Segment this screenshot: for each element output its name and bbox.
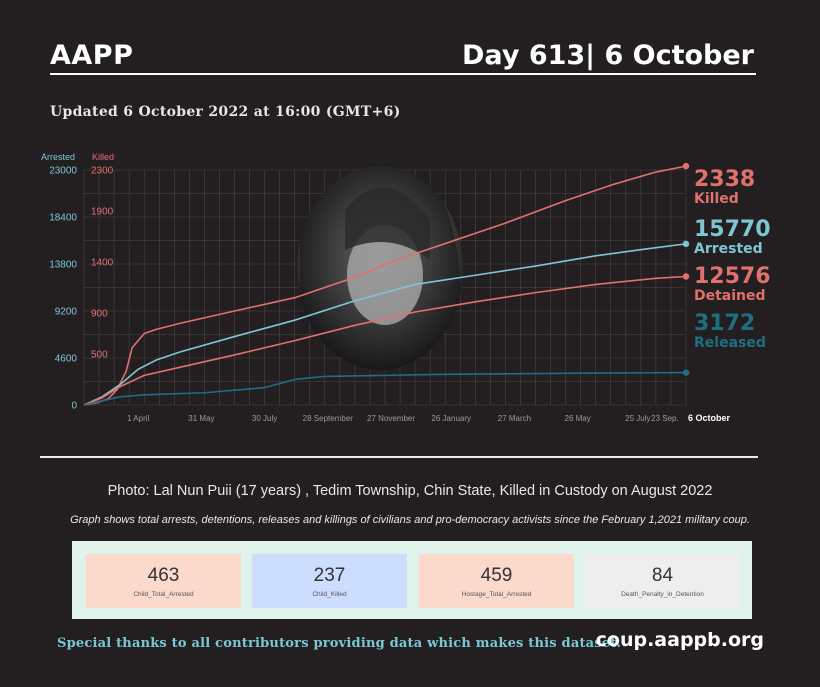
- x-tick-label: 26 May: [565, 414, 591, 423]
- end-name-released: Released: [694, 335, 766, 351]
- stat-card-hostage-arrested: 459 Hostage_Total_Arrested: [419, 554, 574, 608]
- x-tick-label: 31 May: [188, 414, 214, 423]
- left-tick-label: 4600: [55, 354, 78, 365]
- thanks-note: Special thanks to all contributors provi…: [57, 636, 622, 651]
- cumulative-line-chart: Arrested Killed 23000 18400 13800 9200 4600 0 23…: [41, 152, 771, 423]
- series-line-killed: [83, 165, 687, 406]
- stat-label: Child_Killed: [312, 591, 347, 598]
- x-tick-label: 27 November: [367, 414, 415, 423]
- x-tick-label: 23 Sep.: [651, 414, 679, 423]
- x-tick-label: 28 September: [303, 414, 354, 423]
- left-tick-label: 18400: [49, 213, 77, 224]
- series-endpoint-released: [682, 369, 690, 376]
- left-tick-label: 23000: [49, 166, 77, 177]
- series-endpoint-detained: [682, 273, 690, 280]
- left-axis-title: Arrested: [41, 152, 75, 162]
- victim-photo: [297, 166, 463, 370]
- left-tick-label: 0: [71, 401, 77, 412]
- end-name-detained: Detained: [694, 288, 766, 304]
- stat-label: Death_Penalty_in_Detention: [621, 591, 704, 598]
- end-name-killed: Killed: [694, 191, 739, 207]
- right-axis-title: Killed: [92, 152, 114, 162]
- stat-card-death-penalty: 84 Death_Penalty_in_Detention: [585, 554, 740, 608]
- stat-value: 459: [480, 565, 513, 586]
- x-tick-label: 26 January: [431, 414, 471, 423]
- x-tick-label: 6 October: [688, 413, 731, 423]
- day-date-title: Day 613| 6 October: [462, 40, 754, 71]
- stat-card-child-arrested: 463 Child_Total_Arrested: [86, 554, 241, 608]
- updated-timestamp: Updated 6 October 2022 at 16:00 (GMT+6): [50, 104, 401, 120]
- right-tick-label: 500: [91, 349, 108, 360]
- right-tick-label: 1400: [91, 257, 114, 268]
- section-divider: [40, 456, 758, 458]
- stat-value: 463: [147, 565, 180, 586]
- left-tick-label: 13800: [49, 260, 77, 271]
- x-tick-label: 25 July: [625, 414, 650, 423]
- series-line-released: [83, 371, 687, 406]
- stat-card-child-killed: 237 Child_Killed: [252, 554, 407, 608]
- left-tick-label: 9200: [55, 307, 78, 318]
- graph-note: Graph shows total arrests, detentions, r…: [70, 514, 750, 526]
- right-tick-label: 2300: [91, 166, 114, 177]
- stats-panel: 463 Child_Total_Arrested 237 Child_Kille…: [72, 541, 752, 619]
- x-tick-label: 1 April: [127, 414, 149, 423]
- end-name-arrested: Arrested: [694, 241, 763, 257]
- header-divider: [50, 73, 756, 75]
- series-endpoint-arrested: [682, 240, 690, 248]
- end-value-released: 3172: [694, 311, 755, 336]
- series-line-arrested: [83, 243, 687, 406]
- stat-value: 237: [313, 565, 346, 586]
- x-tick-label: 27 March: [498, 414, 531, 423]
- right-tick-label: 1900: [91, 206, 114, 217]
- stat-label: Hostage_Total_Arrested: [461, 591, 532, 598]
- series-endpoint-killed: [682, 162, 690, 170]
- end-value-arrested: 15770: [694, 217, 771, 242]
- series-line-detained: [83, 275, 687, 406]
- end-value-detained: 12576: [694, 264, 771, 289]
- stat-value: 84: [651, 565, 674, 586]
- right-tick-label: 900: [91, 309, 108, 320]
- org-title: AAPP: [50, 40, 134, 71]
- chart-grid: [83, 169, 687, 406]
- x-tick-label: 30 July: [252, 414, 277, 423]
- photo-caption: Photo: Lal Nun Puii (17 years) , Tedim T…: [107, 483, 713, 499]
- stat-label: Child_Total_Arrested: [133, 591, 194, 598]
- website-link[interactable]: coup.aappb.org: [595, 629, 764, 651]
- end-value-killed: 2338: [694, 167, 755, 192]
